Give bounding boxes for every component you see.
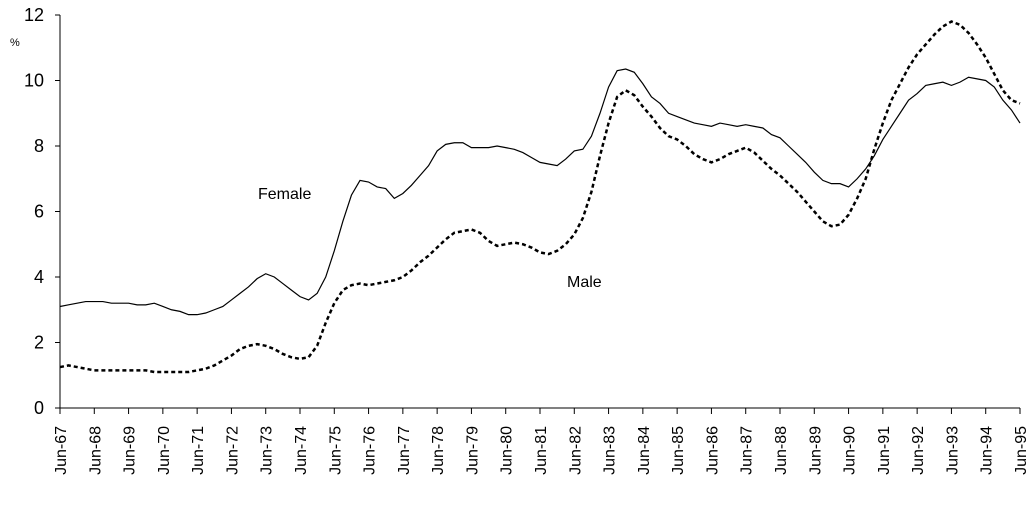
x-tick-label: Jun-74 (293, 426, 310, 475)
series-line (59, 68, 1021, 316)
x-tick-label: Jun-69 (122, 426, 139, 475)
y-tick-label: 10 (24, 71, 44, 91)
series-label: Female (258, 186, 311, 203)
series-line (59, 20, 1021, 374)
x-tick-label: Jun-81 (533, 426, 550, 475)
y-tick-label: 2 (34, 333, 44, 353)
x-tick-label: Jun-91 (876, 426, 893, 475)
x-tick-label: Jun-71 (190, 426, 207, 475)
x-tick-label: Jun-73 (259, 426, 276, 475)
x-tick-label: Jun-83 (602, 426, 619, 475)
x-tick-label: Jun-94 (979, 426, 996, 475)
x-tick-label: Jun-89 (807, 426, 824, 475)
x-tick-label: Jun-80 (499, 426, 516, 475)
x-tick-label: Jun-95 (1013, 426, 1030, 475)
y-tick-label: 4 (34, 267, 44, 287)
x-tick-label: Jun-68 (87, 426, 104, 475)
x-tick-label: Jun-78 (430, 426, 447, 475)
y-unit-label: % (10, 37, 20, 49)
y-tick-label: 6 (34, 202, 44, 222)
x-tick-label: Jun-86 (704, 426, 721, 475)
x-tick-label: Jun-72 (224, 426, 241, 475)
x-tick-label: Jun-67 (53, 426, 70, 475)
x-tick-label: Jun-84 (636, 426, 653, 475)
x-tick-label: Jun-75 (327, 426, 344, 475)
x-tick-label: Jun-93 (944, 426, 961, 475)
x-tick-label: Jun-90 (842, 426, 859, 475)
x-tick-label: Jun-76 (362, 426, 379, 475)
y-tick-label: 8 (34, 136, 44, 156)
x-tick-label: Jun-85 (670, 426, 687, 475)
x-tick-label: Jun-92 (910, 426, 927, 475)
x-tick-label: Jun-88 (773, 426, 790, 475)
x-tick-label: Jun-70 (156, 426, 173, 475)
x-tick-label: Jun-79 (464, 426, 481, 475)
y-tick-label: 12 (24, 5, 44, 25)
x-tick-label: Jun-82 (567, 426, 584, 475)
y-tick-label: 0 (34, 398, 44, 418)
x-tick-label: Jun-77 (396, 426, 413, 475)
series-label: Male (567, 274, 602, 291)
x-tick-label: Jun-87 (739, 426, 756, 475)
